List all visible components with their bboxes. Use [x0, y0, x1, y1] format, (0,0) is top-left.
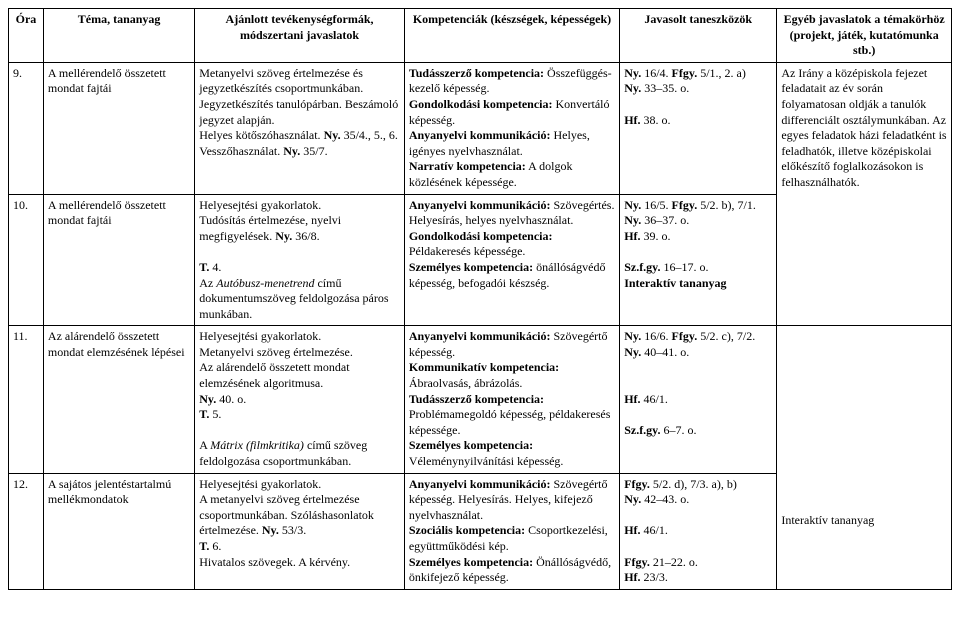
- cell-tema: Az alárendelő összetett mondat elemzésén…: [43, 326, 194, 473]
- cell-tema: A mellérendelő összetett mondat fajtái: [43, 194, 194, 326]
- cell-tan: Ffgy. 5/2. d), 7/3. a), b)Ny. 42–43. o.H…: [620, 473, 777, 589]
- header-egyeb: Egyéb javaslatok a témakörhöz (projekt, …: [777, 9, 952, 63]
- cell-komp: Tudásszerző kompetencia: Összefüggés-kez…: [404, 62, 619, 194]
- cell-komp: Anyanyelvi kommunikáció: Szövegértő képe…: [404, 326, 619, 473]
- header-ora: Óra: [9, 9, 44, 63]
- header-komp: Kompetenciák (készségek, képességek): [404, 9, 619, 63]
- cell-komp: Anyanyelvi kommunikáció: Szövegértő képe…: [404, 473, 619, 589]
- cell-tev: Helyesejtési gyakorlatok.Metanyelvi szöv…: [195, 326, 405, 473]
- header-tan: Javasolt taneszközök: [620, 9, 777, 63]
- cell-ora: 9.: [9, 62, 44, 194]
- cell-egyeb-top: Az Irány a középiskola fejezet feladatai…: [777, 62, 952, 326]
- cell-komp: Anyanyelvi kommunikáció: Szövegértés. He…: [404, 194, 619, 326]
- cell-tev: Helyesejtési gyakorlatok.A metanyelvi sz…: [195, 473, 405, 589]
- cell-tev: Metanyelvi szöveg értelmezése és jegyzet…: [195, 62, 405, 194]
- cell-tan: Ny. 16/5. Ffgy. 5/2. b), 7/1.Ny. 36–37. …: [620, 194, 777, 326]
- cell-ora: 10.: [9, 194, 44, 326]
- cell-tema: A sajátos jelentéstartalmú mellékmondato…: [43, 473, 194, 589]
- cell-tema: A mellérendelő összetett mondat fajtái: [43, 62, 194, 194]
- table-row: 9. A mellérendelő összetett mondat fajtá…: [9, 62, 952, 194]
- cell-ora: 11.: [9, 326, 44, 473]
- header-row: Óra Téma, tananyag Ajánlott tevékenységf…: [9, 9, 952, 63]
- cell-tev: Helyesejtési gyakorlatok.Tudósítás értel…: [195, 194, 405, 326]
- cell-tan: Ny. 16/6. Ffgy. 5/2. c), 7/2.Ny. 40–41. …: [620, 326, 777, 473]
- cell-ora: 12.: [9, 473, 44, 589]
- curriculum-table: Óra Téma, tananyag Ajánlott tevékenységf…: [8, 8, 952, 590]
- table-row: 11. Az alárendelő összetett mondat elemz…: [9, 326, 952, 473]
- header-tema: Téma, tananyag: [43, 9, 194, 63]
- header-tev: Ajánlott tevékenységformák, módszertani …: [195, 9, 405, 63]
- cell-tan: Ny. 16/4. Ffgy. 5/1., 2. a)Ny. 33–35. o.…: [620, 62, 777, 194]
- cell-egyeb-bottom: Interaktív tananyag: [777, 326, 952, 590]
